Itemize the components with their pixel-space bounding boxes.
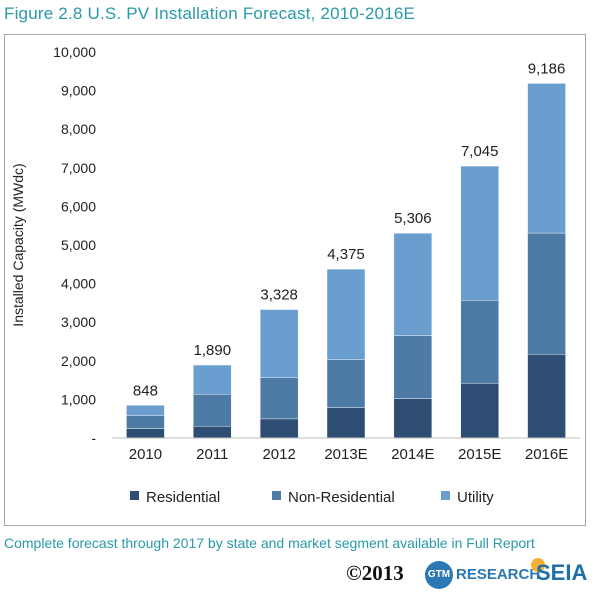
bar-segment-utility bbox=[193, 364, 232, 395]
x-tick-label: 2011 bbox=[196, 446, 228, 463]
bar-segment-residential bbox=[326, 407, 366, 439]
bar-total-label: 4,375 bbox=[327, 246, 365, 263]
bar-segment-non-residential bbox=[326, 359, 366, 408]
copyright-notice: ©2013 bbox=[346, 561, 404, 585]
y-tick-label: 8,000 bbox=[61, 121, 96, 137]
bar-segment-non-residential bbox=[527, 232, 566, 355]
bar-segment-utility bbox=[527, 83, 566, 234]
bar-total-label: 9,186 bbox=[528, 60, 566, 77]
bar-total-label: 3,328 bbox=[260, 287, 298, 304]
legend-label: Residential bbox=[146, 489, 220, 506]
bar-segment-non-residential bbox=[259, 377, 299, 420]
x-tick-label: 2012 bbox=[262, 446, 295, 463]
legend-swatch-residential bbox=[130, 491, 139, 500]
bar-segment-utility bbox=[460, 165, 499, 301]
seia-logo: SEIA bbox=[536, 560, 588, 585]
x-tick-label: 2015E bbox=[458, 446, 501, 463]
y-tick-label: 6,000 bbox=[61, 198, 96, 214]
y-tick-label: 2,000 bbox=[61, 353, 96, 369]
x-tick-label: 2014E bbox=[391, 446, 434, 463]
bar-segment-residential bbox=[527, 354, 566, 439]
y-tick-label: 10,000 bbox=[53, 44, 96, 60]
bar-segment-utility bbox=[259, 309, 299, 378]
seia-sun-icon bbox=[531, 558, 545, 572]
bar-total-label: 5,306 bbox=[394, 210, 432, 227]
legend-swatch-utility bbox=[441, 491, 450, 500]
x-tick-label: 2013E bbox=[324, 446, 367, 463]
y-tick-label: 9,000 bbox=[61, 83, 96, 99]
y-tick-label: 4,000 bbox=[61, 276, 96, 292]
bar-segment-non-residential bbox=[193, 393, 232, 427]
chart-title: Figure 2.8 U.S. PV Installation Forecast… bbox=[4, 4, 416, 23]
footnote: Complete forecast through 2017 by state … bbox=[4, 535, 535, 551]
bar-total-label: 848 bbox=[133, 382, 158, 399]
bar-segment-utility bbox=[126, 405, 165, 416]
y-tick-label: 5,000 bbox=[61, 237, 96, 253]
y-tick-label: 7,000 bbox=[61, 160, 96, 176]
y-axis-label: Installed Capacity (MWdc) bbox=[10, 163, 26, 326]
bar-segment-residential bbox=[393, 398, 433, 439]
y-tick-label: - bbox=[91, 430, 96, 446]
bar-segment-utility bbox=[393, 232, 433, 336]
legend-label: Utility bbox=[457, 489, 494, 506]
x-tick-label: 2016E bbox=[525, 446, 568, 463]
bar-segment-residential bbox=[193, 426, 232, 439]
bar-segment-residential bbox=[126, 428, 165, 439]
legend-label: Non-Residential bbox=[288, 489, 395, 506]
bar-segment-non-residential bbox=[393, 335, 433, 399]
bar-total-label: 1,890 bbox=[194, 342, 232, 359]
y-tick-label: 3,000 bbox=[61, 314, 96, 330]
legend-swatch-non-residential bbox=[272, 491, 281, 500]
bar-segment-residential bbox=[460, 382, 499, 439]
stacked-bar-chart: Installed Capacity (MWdc) - 1,000 2,000 3,00… bbox=[10, 44, 580, 506]
bar-segment-non-residential bbox=[460, 299, 499, 384]
bar-segment-utility bbox=[326, 268, 366, 360]
gtm-research-wordmark: RESEARCH bbox=[456, 566, 541, 583]
x-tick-label: 2010 bbox=[129, 446, 162, 463]
gtm-logo: GTM bbox=[425, 561, 453, 589]
bar-total-label: 7,045 bbox=[461, 143, 499, 160]
bar-segment-non-residential bbox=[126, 415, 165, 429]
y-tick-label: 1,000 bbox=[61, 391, 96, 407]
bar-segment-residential bbox=[259, 418, 299, 439]
